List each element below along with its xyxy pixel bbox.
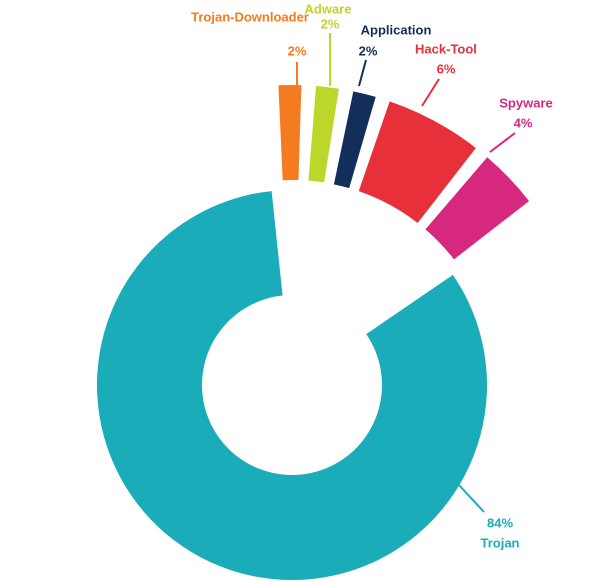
- slice-label: Trojan: [480, 535, 519, 550]
- value-label: 2%: [288, 43, 307, 58]
- slice-label: Hack-Tool: [415, 41, 477, 56]
- value-label: 6%: [437, 61, 456, 76]
- slice-label: Spyware: [499, 95, 552, 110]
- leader-line: [421, 78, 440, 107]
- slice: [308, 85, 339, 183]
- slice-label: Trojan-Downloader: [191, 9, 309, 24]
- slice: [358, 101, 476, 224]
- value-label: 4%: [514, 115, 533, 130]
- value-label: 2%: [321, 16, 340, 31]
- value-label: 84%: [487, 515, 513, 530]
- leader-line: [489, 132, 516, 153]
- leader-line: [358, 59, 367, 87]
- slice: [333, 91, 376, 189]
- slice: [96, 191, 488, 580]
- value-label: 2%: [359, 43, 378, 58]
- slice: [425, 157, 530, 260]
- slice-label: Adware: [305, 1, 352, 16]
- leader-line: [457, 483, 485, 513]
- slice-label: Application: [361, 22, 432, 37]
- slice: [278, 84, 302, 181]
